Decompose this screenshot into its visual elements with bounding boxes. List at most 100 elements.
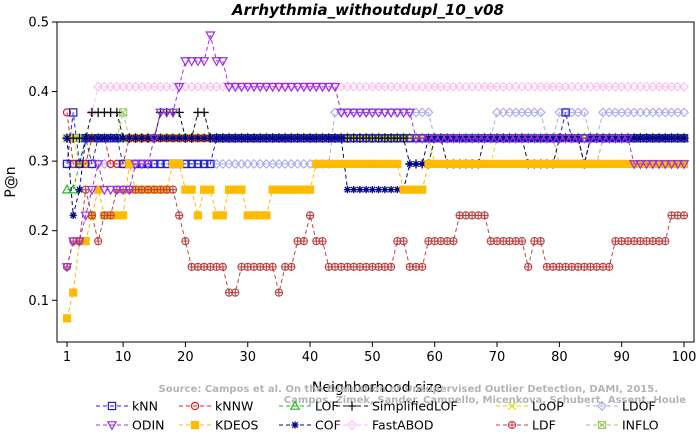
data-point-odin <box>660 160 671 170</box>
data-point-cof <box>250 134 258 142</box>
data-point-cof <box>493 134 501 142</box>
chart-title: Arrhythmia_withoutdupl_10_v08 <box>231 1 504 19</box>
data-point-odin <box>68 237 79 247</box>
data-point-knn <box>206 159 215 169</box>
data-point-cof <box>175 134 183 142</box>
data-point-cof <box>375 186 383 194</box>
data-point-cof <box>75 186 84 194</box>
data-point-knnw <box>112 159 122 169</box>
series-ldf <box>62 185 689 297</box>
data-point-cof <box>667 134 676 142</box>
data-point-odin <box>373 108 384 119</box>
series-kdeos <box>62 159 689 323</box>
legend-label-loop: LoOP <box>532 399 564 414</box>
legend-marker-inflo <box>597 420 607 430</box>
legend-label-ldf: LDF <box>532 418 556 433</box>
data-point-cof <box>350 186 358 194</box>
data-point-cof <box>505 134 514 142</box>
data-point-ldf <box>106 211 115 220</box>
y-tick-label: 0.3 <box>28 155 49 170</box>
data-point-kdeos <box>237 185 246 194</box>
data-point-cof <box>163 134 171 142</box>
data-point-cof <box>356 186 364 194</box>
legend-marker-ldof <box>597 401 607 411</box>
data-point-cof <box>281 134 289 142</box>
data-point-odin <box>666 160 677 170</box>
data-point-cof <box>82 134 90 142</box>
series-layer <box>61 31 690 323</box>
data-point-odin <box>641 160 652 170</box>
legend-label-ldof: LDOF <box>622 399 656 414</box>
data-point-cof <box>94 134 102 142</box>
data-point-odin <box>579 134 590 144</box>
legend-label-lof: LOF <box>315 399 339 414</box>
legend-entry-kdeos: KDEOS <box>179 418 259 433</box>
data-point-cof <box>119 134 127 142</box>
data-point-cof <box>605 134 613 142</box>
data-point-kdeos <box>218 211 227 220</box>
data-point-cof <box>100 134 108 142</box>
data-point-kdeos <box>187 185 196 194</box>
legend-marker-ldf <box>507 420 517 430</box>
data-point-kdeos <box>69 288 78 297</box>
data-point-odin <box>547 134 559 144</box>
data-point-cof <box>431 134 439 142</box>
data-point-odin <box>628 160 640 170</box>
data-point-odin <box>635 160 646 170</box>
data-point-odin <box>323 82 334 93</box>
x-tick-label: 20 <box>177 350 194 365</box>
data-point-ldof <box>535 107 546 118</box>
data-point-kdeos <box>193 211 202 220</box>
data-point-knnw <box>106 159 115 169</box>
data-point-cof <box>138 134 146 142</box>
x-tick-label: 90 <box>613 350 630 365</box>
data-point-odin <box>541 134 553 144</box>
data-point-odin <box>441 134 453 144</box>
data-point-ldf <box>480 211 489 220</box>
data-point-knn <box>69 108 78 117</box>
data-point-ldf <box>679 211 689 220</box>
data-point-odin <box>124 185 135 196</box>
legend-label-odin: ODIN <box>132 418 165 433</box>
data-point-odin <box>230 82 241 93</box>
watermark-line-1: Source: Campos et al. On the Evaluation … <box>159 384 658 395</box>
data-point-knnw <box>81 159 90 169</box>
data-point-odin <box>479 134 490 144</box>
data-point-odin <box>198 57 210 67</box>
legend-entry-ldof: LDOF <box>586 399 656 414</box>
data-point-cof <box>306 134 314 142</box>
x-tick-label: 30 <box>239 350 256 365</box>
data-point-cof <box>443 134 451 142</box>
data-point-odin <box>186 57 197 67</box>
series-line-fastabod <box>67 86 684 139</box>
data-point-odin <box>342 108 353 119</box>
x-tick-label: 80 <box>551 350 568 365</box>
data-point-odin <box>603 134 615 144</box>
legend: kNN kNNW LOF SimplifiedLOF LoOP LDOF ODIN KDEOS… <box>96 399 659 433</box>
data-point-odin <box>385 108 397 119</box>
data-point-ldf <box>218 262 227 272</box>
series-line-cof <box>66 137 684 216</box>
legend-entry-inflo: INFLO <box>586 418 659 433</box>
data-point-cof <box>674 134 682 142</box>
data-point-cof <box>156 134 165 142</box>
data-point-odin <box>279 82 291 93</box>
legend-label-fastabod: FastABOD <box>372 418 434 433</box>
data-point-cof <box>487 134 495 142</box>
data-point-cof <box>144 134 152 142</box>
data-point-cof <box>661 134 669 142</box>
data-point-cof <box>231 134 239 142</box>
data-point-odin <box>86 185 98 196</box>
x-axis-label: Neighborhood size <box>312 380 442 396</box>
legend-marker-fastabod <box>347 420 357 430</box>
data-point-cof <box>293 134 302 142</box>
data-point-odin <box>99 185 110 196</box>
data-point-odin <box>516 134 528 144</box>
legend-marker-knn <box>107 401 117 411</box>
data-point-cof <box>543 134 551 142</box>
data-point-odin <box>423 134 434 144</box>
data-point-odin <box>404 108 415 119</box>
data-point-cof <box>362 186 370 194</box>
data-point-odin <box>136 160 148 170</box>
data-point-cof <box>437 134 445 142</box>
